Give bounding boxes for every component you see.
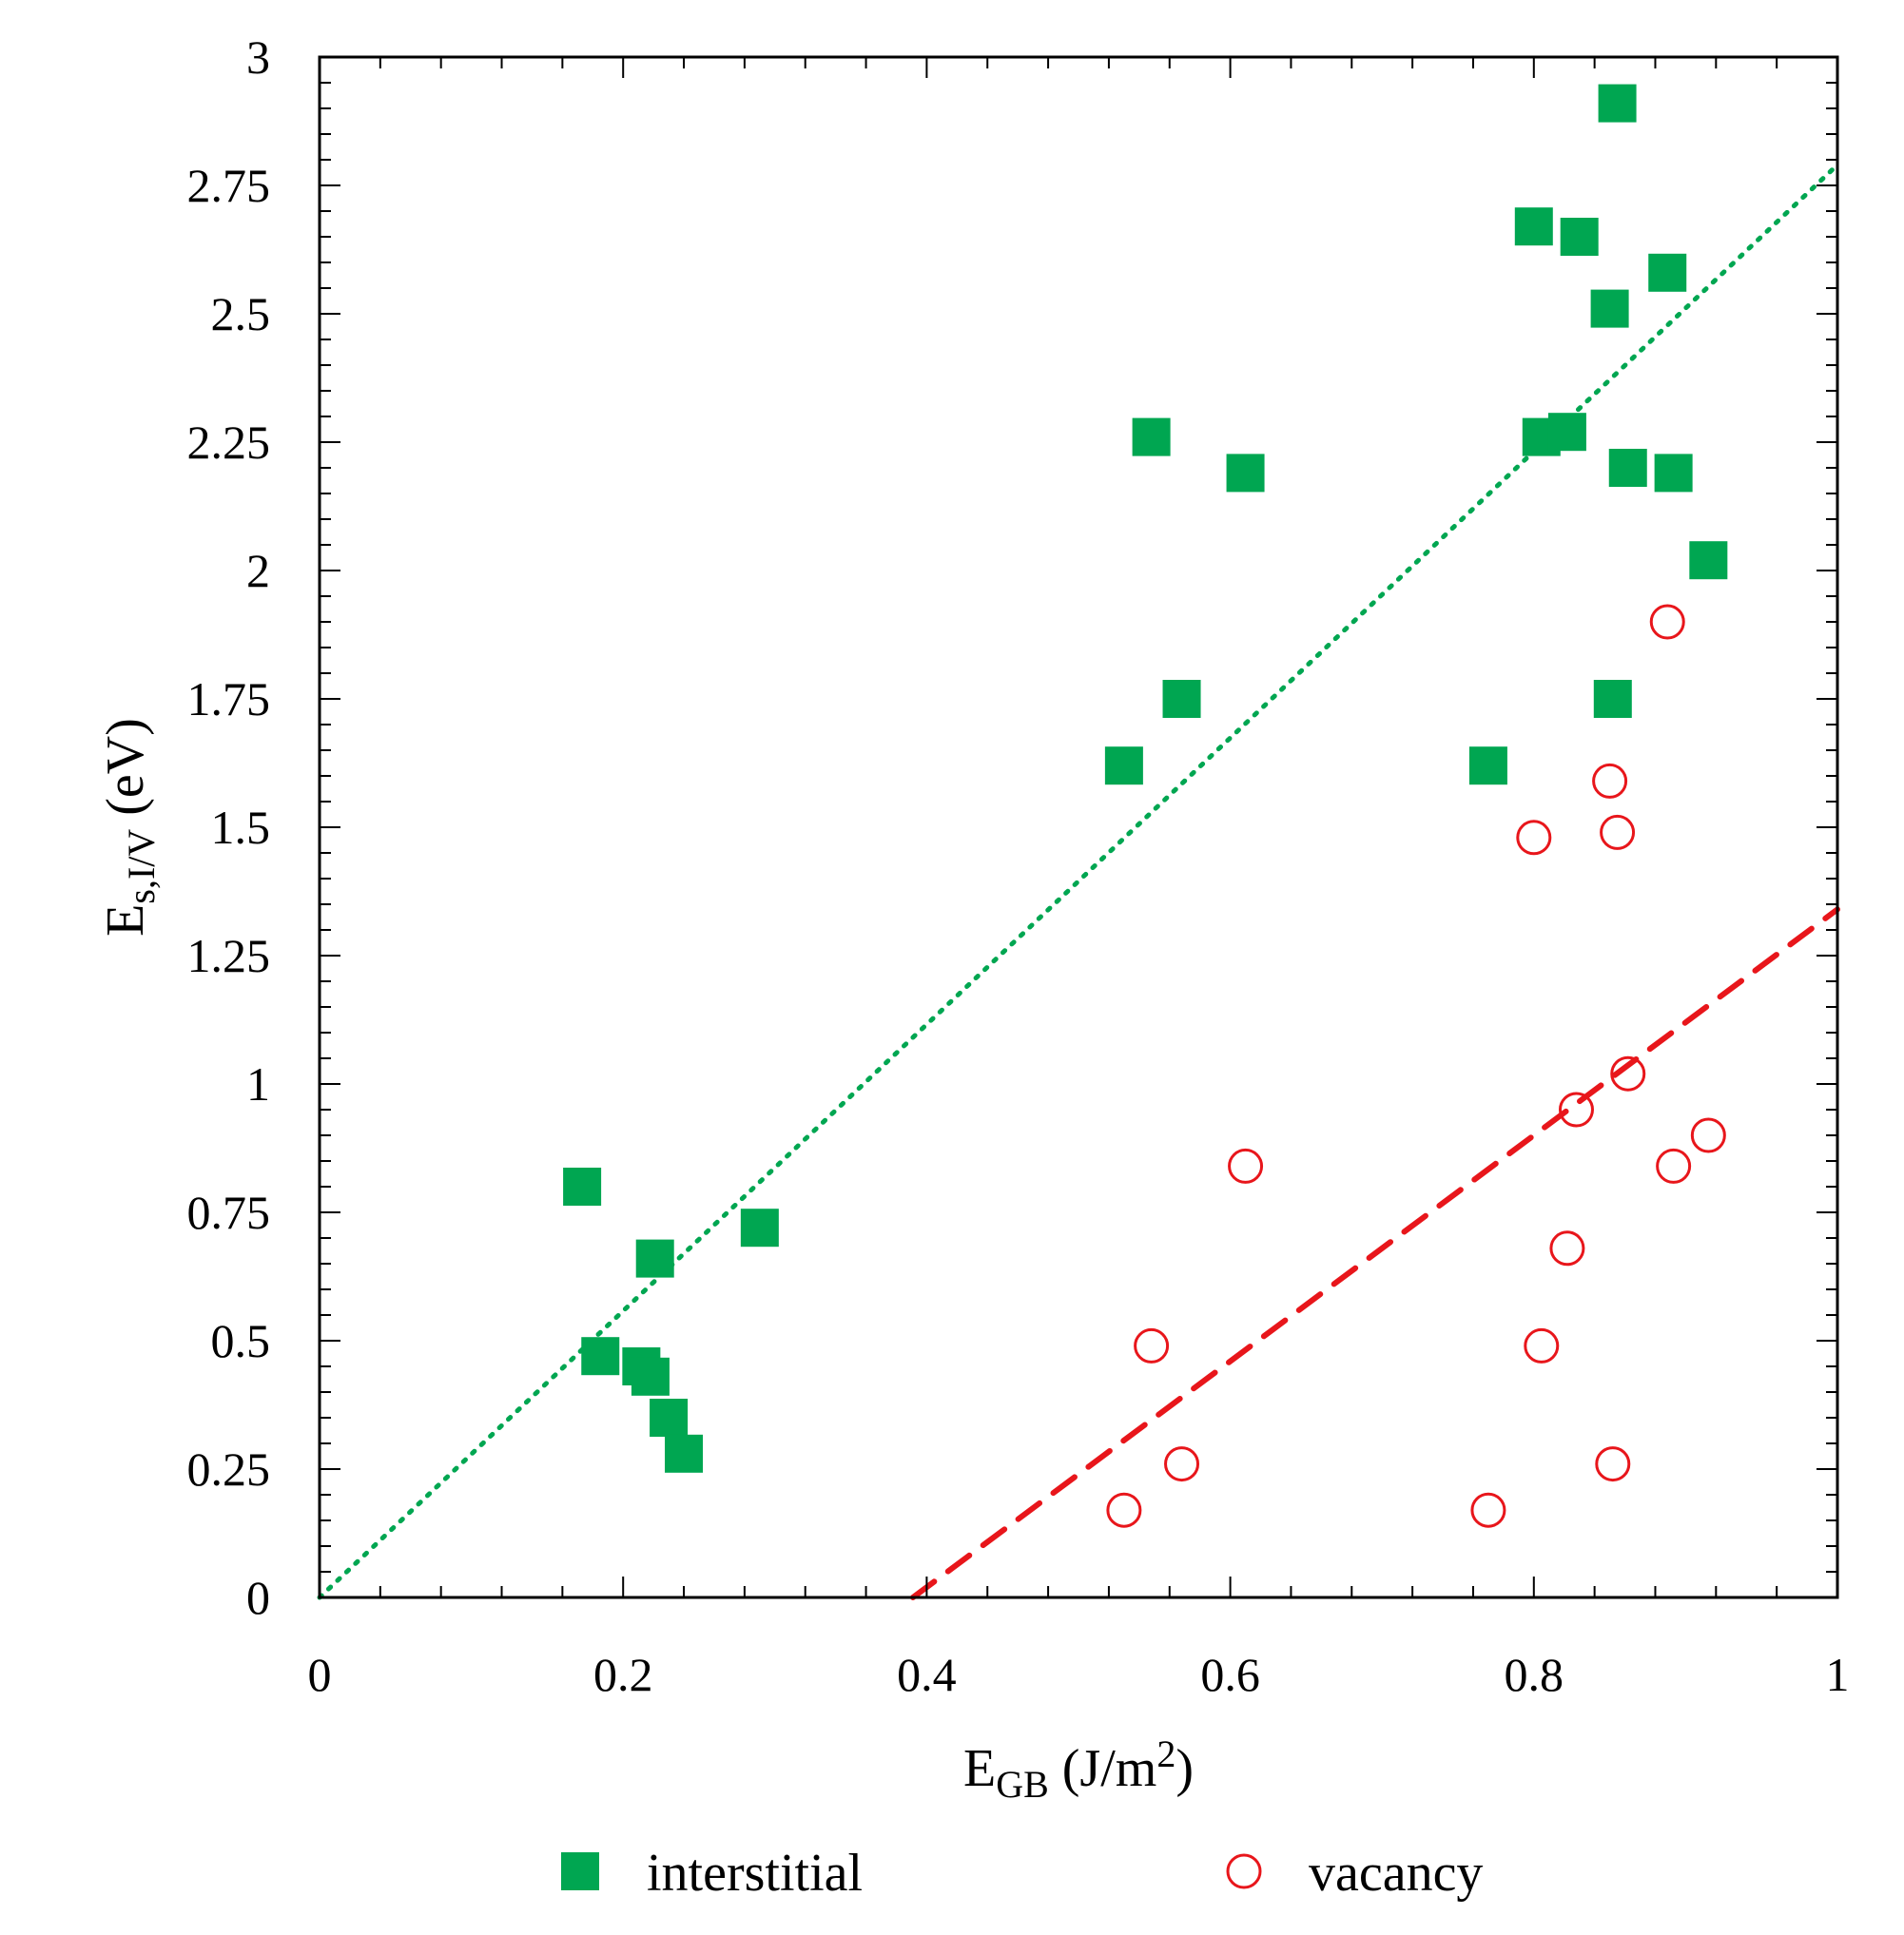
y-tick-label: 2 [246, 544, 270, 597]
x-axis-title-unit-pre: (J/m [1049, 1739, 1157, 1798]
point-interstitial [1514, 207, 1553, 246]
y-axis-title-main: E [96, 904, 155, 937]
point-vacancy [1164, 1446, 1200, 1482]
point-interstitial [650, 1399, 689, 1437]
point-interstitial [1598, 84, 1637, 123]
x-axis-title: EGB (J/m2) [963, 1732, 1194, 1806]
y-axis-title-sub: s,I/V [120, 829, 163, 904]
x-axis-title-sup: 2 [1156, 1732, 1175, 1775]
y-tick-label: 1 [246, 1057, 270, 1111]
x-tick-labels: 0 0.2 0.4 0.6 0.8 1 [308, 1648, 1850, 1701]
fit-lines [317, 162, 1840, 1600]
point-interstitial [1560, 218, 1599, 256]
legend: interstitial vacancy [561, 1844, 1483, 1903]
y-tick-label: 1.75 [187, 672, 271, 726]
point-interstitial [563, 1168, 602, 1206]
point-interstitial [665, 1434, 704, 1473]
y-tick-labels: 0 0.25 0.5 0.75 1 1.25 1.5 1.75 2 2.25 2.5 2.75 3 [187, 30, 271, 1624]
point-interstitial [740, 1209, 779, 1248]
y-tick-label: 1.25 [187, 929, 271, 982]
point-vacancy [1656, 1148, 1692, 1184]
point-interstitial [1468, 746, 1507, 785]
fit-line-interstitial [317, 162, 1840, 1600]
point-interstitial [581, 1337, 620, 1376]
y-axis-title: Es,I/V (eV) [96, 718, 163, 937]
y-tick-label: 0.75 [187, 1186, 271, 1239]
x-axis-title-main: E [963, 1739, 996, 1798]
point-interstitial [1608, 449, 1647, 487]
legend-marker-vacancy [1226, 1853, 1262, 1889]
point-interstitial [1104, 746, 1143, 785]
point-vacancy [1470, 1492, 1506, 1528]
point-interstitial [1648, 253, 1687, 292]
point-vacancy [1595, 1446, 1631, 1482]
legend-label-vacancy: vacancy [1309, 1844, 1483, 1903]
x-tick-label: 0.8 [1505, 1648, 1564, 1701]
fit-line-vacancy [909, 906, 1840, 1600]
point-interstitial [1654, 454, 1693, 493]
y-tick-label: 2.75 [187, 159, 271, 212]
point-vacancy [1106, 1492, 1142, 1528]
point-interstitial [631, 1357, 670, 1396]
point-vacancy [1228, 1148, 1264, 1184]
point-vacancy [1516, 820, 1552, 856]
point-vacancy [1610, 1055, 1646, 1092]
x-tick-label: 1 [1826, 1648, 1850, 1701]
y-tick-label: 1.5 [211, 801, 271, 854]
point-interstitial [1132, 417, 1171, 456]
point-vacancy [1600, 814, 1636, 850]
y-tick-label: 2.5 [211, 287, 271, 340]
x-axis-title-unit-post: ) [1175, 1739, 1194, 1798]
legend-marker-interstitial [561, 1852, 599, 1890]
x-tick-label: 0.4 [897, 1648, 957, 1701]
point-vacancy [1592, 763, 1628, 799]
point-interstitial [1689, 541, 1728, 580]
point-vacancy [1134, 1327, 1170, 1364]
y-tick-label: 0.5 [211, 1314, 271, 1367]
legend-label-interstitial: interstitial [647, 1844, 863, 1903]
point-vacancy [1524, 1327, 1560, 1364]
y-axis-title-unit: (eV) [96, 718, 155, 829]
point-interstitial [1226, 454, 1265, 493]
x-tick-label: 0.6 [1200, 1648, 1260, 1701]
plot-frame [318, 55, 1839, 1599]
point-vacancy [1549, 1230, 1585, 1267]
x-tick-label: 0.2 [593, 1648, 653, 1701]
point-interstitial [1590, 289, 1629, 328]
y-tick-label: 0 [246, 1571, 270, 1624]
data-points [563, 84, 1728, 1528]
y-tick-label: 2.25 [187, 416, 271, 469]
axis-ticks [319, 56, 1838, 1598]
point-interstitial [1593, 680, 1632, 718]
point-interstitial [1162, 680, 1201, 718]
point-vacancy [1558, 1092, 1594, 1128]
x-axis-title-sub: GB [996, 1763, 1049, 1806]
y-tick-label: 0.25 [187, 1442, 271, 1496]
point-interstitial [635, 1239, 674, 1278]
point-interstitial [1547, 413, 1586, 452]
x-tick-label: 0 [308, 1648, 332, 1701]
y-tick-label: 3 [246, 30, 270, 84]
point-vacancy [1690, 1117, 1726, 1153]
point-vacancy [1649, 604, 1685, 640]
